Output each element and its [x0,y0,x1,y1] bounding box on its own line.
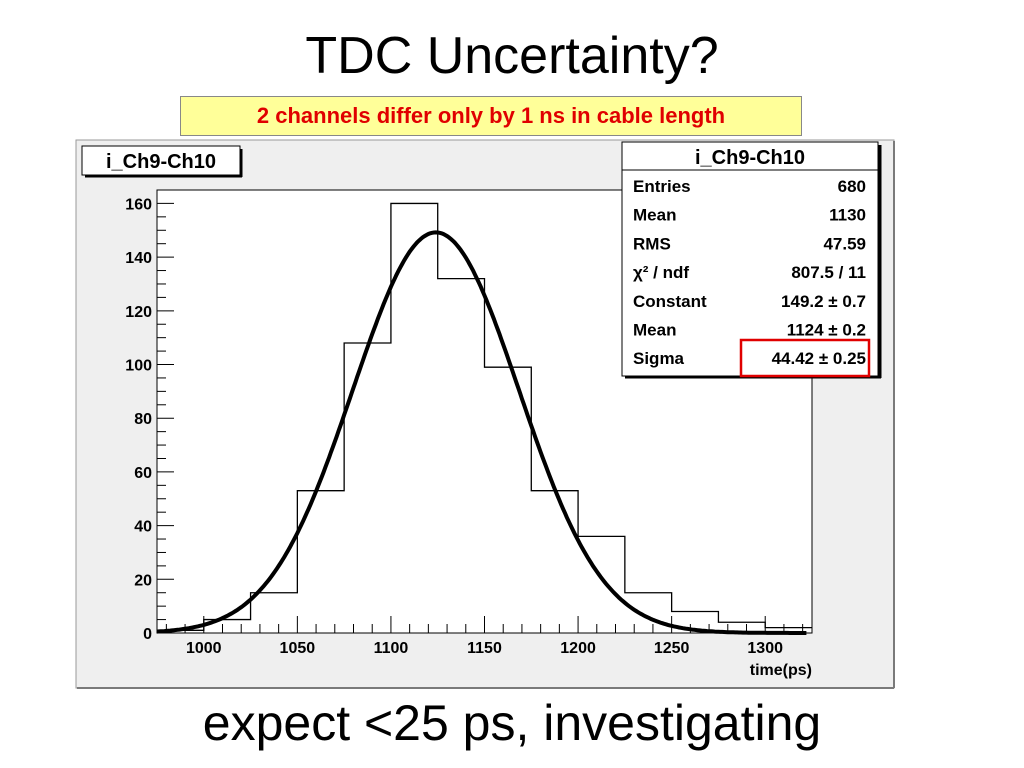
slide-title: TDC Uncertainty? [305,27,719,85]
y-tick-label: 20 [134,572,152,589]
x-tick-label: 1000 [186,640,222,657]
stats-row-value: 47.59 [823,234,866,253]
stats-row-label: Constant [633,292,707,311]
stats-row-value: 149.2 ± 0.7 [781,292,866,311]
callout-box: 2 channels differ only by 1 ns in cable … [180,96,802,136]
stats-row-value: 807.5 / 11 [791,263,866,282]
footer-text: expect <25 ps, investigating [202,695,822,751]
x-tick-label: 1200 [560,640,596,657]
stats-row-label: χ² / ndf [633,263,689,282]
y-tick-label: 160 [125,196,152,213]
y-tick-label: 80 [134,411,152,428]
x-tick-label: 1300 [747,640,783,657]
stats-row-value: 1130 [829,206,866,225]
y-tick-label: 60 [134,465,152,482]
histogram-outline [157,202,812,631]
stats-box-title: i_Ch9-Ch10 [695,147,805,169]
stats-row-label: Mean [633,321,676,340]
y-tick-label: 120 [125,304,152,321]
stats-rows: Entries 680 Mean 1130 RMS 47.59 χ² / ndf 807.5 … [633,177,866,368]
y-axis-ticks: 0 20 40 60 80 100 120 140 160 [125,196,174,643]
stats-row-label: Mean [633,206,676,225]
x-tick-label: 1150 [467,640,502,657]
chart-title: i_Ch9-Ch10 [106,151,216,173]
stats-box: i_Ch9-Ch10 Entries 680 Mean 1130 RMS 47.59 χ² … [621,141,882,379]
sigma-highlight-box [739,338,871,378]
stats-row-label: Sigma [633,349,685,368]
stats-row-value: 1124 ± 0.2 [787,321,866,340]
y-tick-label: 0 [143,626,152,643]
x-tick-label: 1250 [654,640,690,657]
x-tick-label: 1050 [280,640,316,657]
gaussian-fit-curve [156,230,807,635]
stats-row-label: RMS [633,234,671,253]
stats-row-label: Entries [633,177,691,196]
x-axis-label: time(ps) [750,662,812,679]
stats-row-value: 680 [838,177,866,196]
y-tick-label: 40 [134,519,152,536]
y-tick-label: 100 [125,358,152,375]
stats-box-frame [621,141,879,377]
x-tick-label: 1100 [374,640,409,657]
y-tick-label: 140 [125,250,152,267]
x-axis-ticks: 1000 1050 1100 1150 1200 1250 1300 [165,616,804,657]
stats-row-value: 44.42 ± 0.25 [772,349,866,368]
